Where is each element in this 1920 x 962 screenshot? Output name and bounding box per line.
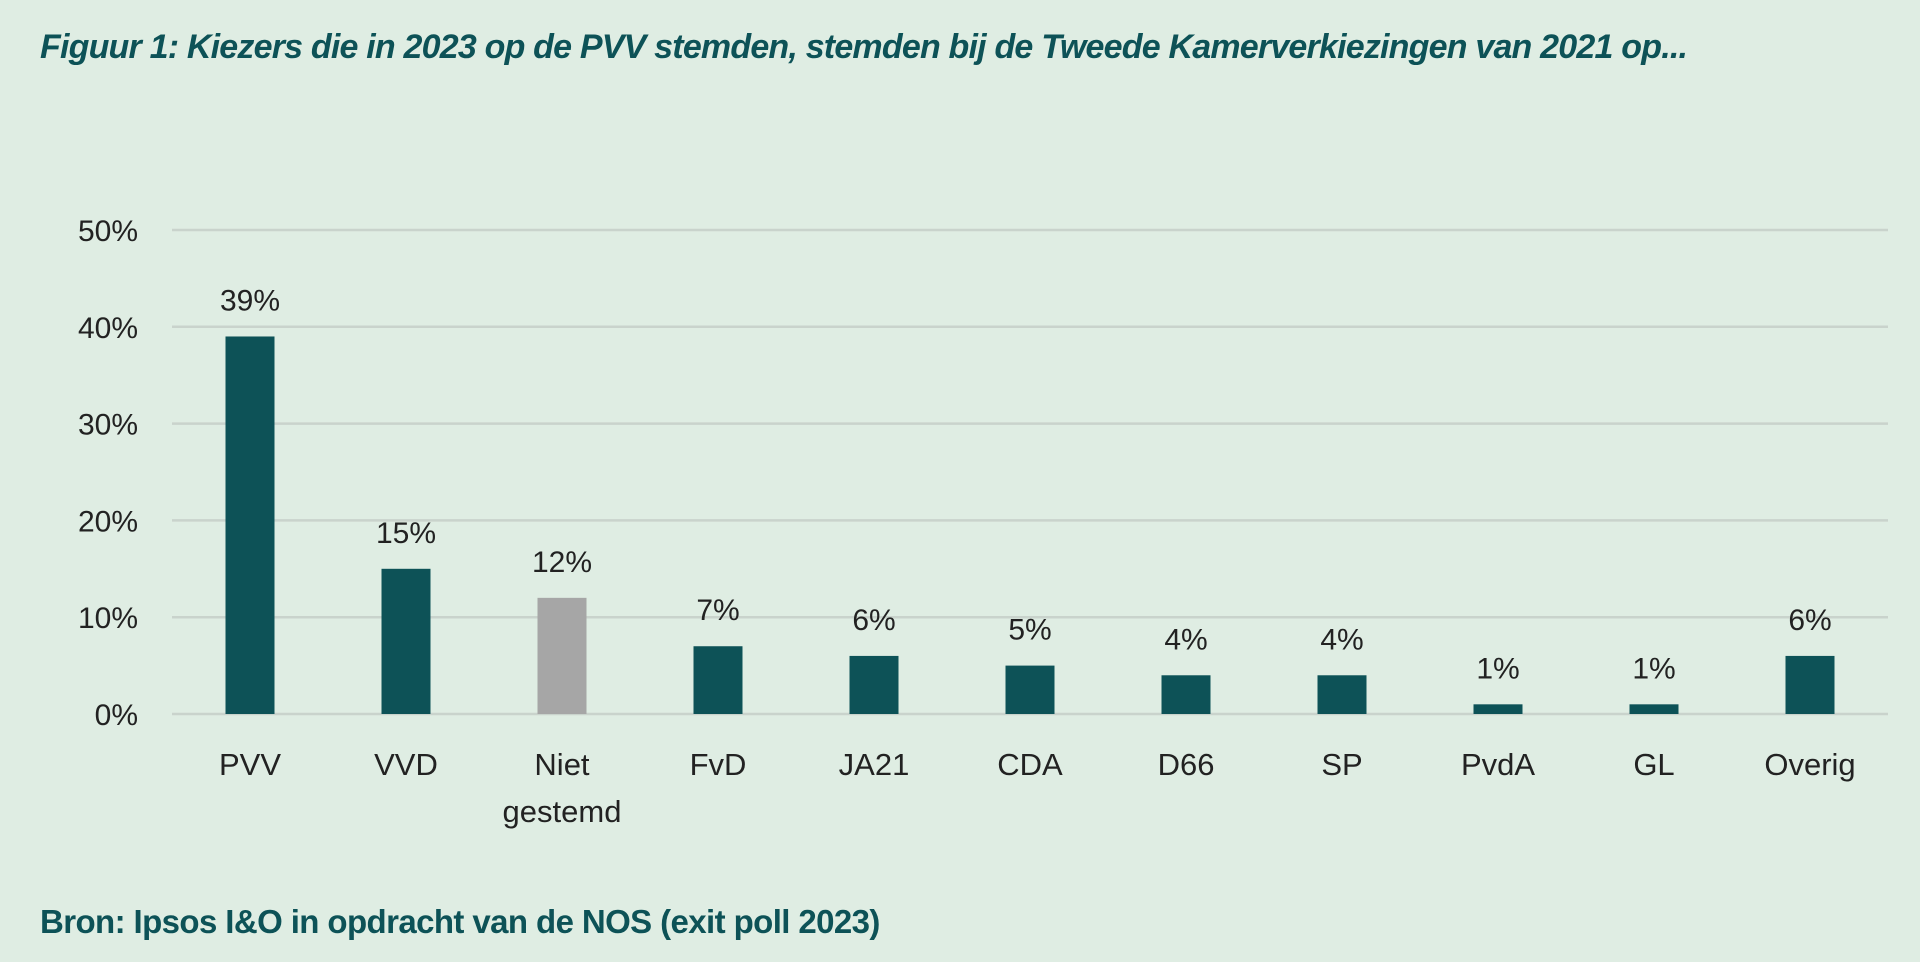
category-label: PvdA <box>1461 747 1535 782</box>
bar <box>537 597 587 714</box>
chart-source: Bron: Ipsos I&O in opdracht van de NOS (… <box>40 903 880 940</box>
y-tick-label: 40% <box>78 312 138 345</box>
y-tick-label: 10% <box>78 602 138 635</box>
category-label: SP <box>1321 747 1362 782</box>
bar <box>1785 655 1835 714</box>
category-label: Niet <box>534 747 590 782</box>
y-tick-label: 50% <box>78 215 138 248</box>
bar <box>1161 675 1211 714</box>
bar <box>381 568 431 714</box>
data-label: 12% <box>532 546 592 579</box>
data-label: 39% <box>220 284 280 317</box>
y-tick-label: 30% <box>78 409 138 442</box>
data-label: 6% <box>852 604 895 637</box>
bar <box>849 655 899 714</box>
data-label: 6% <box>1788 604 1831 637</box>
category-label: GL <box>1633 747 1674 782</box>
data-label: 5% <box>1008 614 1051 647</box>
data-label: 15% <box>376 517 436 550</box>
data-label: 4% <box>1164 623 1207 656</box>
data-label: 1% <box>1476 652 1519 685</box>
category-label: D66 <box>1158 747 1215 782</box>
bar <box>1317 675 1367 714</box>
category-label: FvD <box>690 747 747 782</box>
gridlines <box>172 228 1888 716</box>
bar <box>1005 665 1055 714</box>
data-labels: 39% 15% 12% 7% 6% 5% 4% 4% 1% 1% 6% <box>220 284 1832 685</box>
bar <box>693 646 743 714</box>
bar <box>225 336 275 714</box>
y-tick-label: 20% <box>78 505 138 538</box>
category-label: gestemd <box>503 794 622 829</box>
category-label: JA21 <box>839 747 910 782</box>
bar <box>1473 704 1523 714</box>
category-label: CDA <box>997 747 1063 782</box>
y-tick-label: 0% <box>95 699 138 732</box>
data-label: 7% <box>696 594 739 627</box>
category-labels: PVV VVD Niet gestemd FvD JA21 CDA D66 SP PvdA GL Ov… <box>219 747 1856 829</box>
bars <box>225 336 1835 714</box>
data-label: 4% <box>1320 623 1363 656</box>
category-label: Overig <box>1764 747 1855 782</box>
category-label: VVD <box>374 747 438 782</box>
chart-title: Figuur 1: Kiezers die in 2023 op de PVV … <box>40 28 1688 66</box>
category-label: PVV <box>219 747 281 782</box>
bar <box>1629 704 1679 714</box>
y-axis-tick-labels: 0% 10% 20% 30% 40% 50% <box>78 215 138 732</box>
data-label: 1% <box>1632 652 1675 685</box>
